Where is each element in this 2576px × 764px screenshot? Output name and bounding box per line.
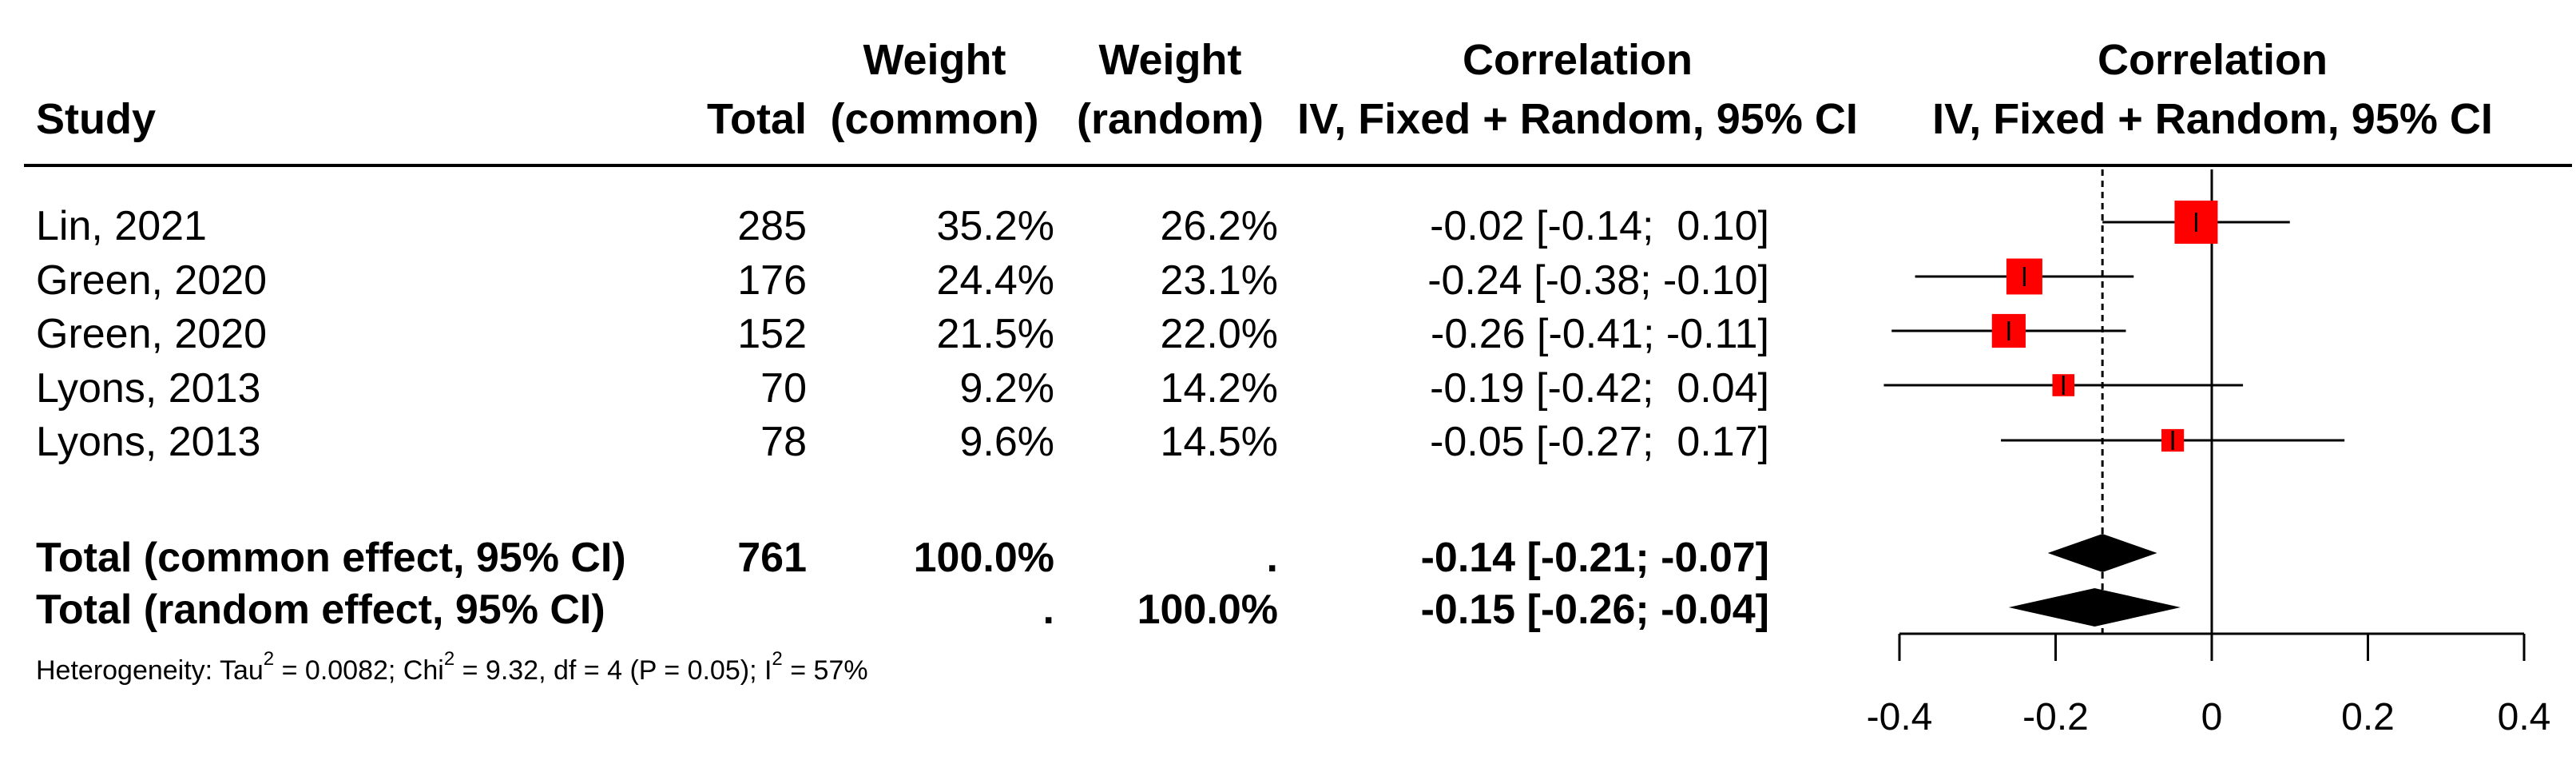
study-ci: -0.26 [-0.41; -0.11] <box>1431 311 1769 357</box>
study-weight-common: 21.5% <box>936 311 1054 357</box>
heterogeneity-prefix: Heterogeneity: Tau <box>36 655 264 686</box>
tau-value: = 0.0082; Chi <box>274 655 444 686</box>
total-label: Total (common effect, 95% CI) <box>36 535 626 581</box>
study-weight-random: 23.1% <box>1160 257 1278 304</box>
x-axis-tick-label: 0.4 <box>2498 696 2551 738</box>
tau-superscript: 2 <box>263 648 275 670</box>
header-weight-common-line1: Weight <box>863 36 1006 84</box>
total-ci: -0.14 [-0.21; -0.07] <box>1420 535 1769 581</box>
header-total: Total <box>707 95 807 143</box>
pooled-diamond-random <box>2008 588 2181 627</box>
total-weight-common: 100.0% <box>913 535 1054 581</box>
study-name: Lin, 2021 <box>36 203 207 249</box>
total-weight-random: . <box>1266 535 1278 581</box>
study-weight-random: 26.2% <box>1160 203 1278 249</box>
chi-superscript: 2 <box>443 648 455 670</box>
study-weight-random: 14.5% <box>1160 419 1278 465</box>
study-total: 78 <box>760 419 807 465</box>
header-weight-random-line1: Weight <box>1098 36 1242 84</box>
header-study: Study <box>36 95 157 143</box>
i-superscript: 2 <box>772 648 783 670</box>
study-total: 176 <box>737 257 807 304</box>
total-weight-common: . <box>1042 587 1054 633</box>
study-name: Green, 2020 <box>36 257 268 304</box>
x-axis-tick-label: 0.2 <box>2341 696 2395 738</box>
study-weight-random: 22.0% <box>1160 311 1278 357</box>
header-weight-common-line2: (common) <box>830 95 1039 143</box>
study-total: 152 <box>737 311 807 357</box>
study-total: 285 <box>737 203 807 249</box>
study-weight-common: 24.4% <box>936 257 1054 304</box>
study-weight-common: 9.6% <box>959 419 1054 465</box>
i-value: = 57% <box>782 655 868 686</box>
header-plot-line2: IV, Fixed + Random, 95% CI <box>1932 95 2493 143</box>
study-name: Lyons, 2013 <box>36 419 261 465</box>
header-divider <box>24 164 2572 167</box>
study-weight-random: 14.2% <box>1160 365 1278 412</box>
study-weight-common: 9.2% <box>959 365 1054 412</box>
study-ci: -0.19 [-0.42; 0.04] <box>1430 365 1769 412</box>
pooled-diamond-common <box>2047 534 2157 572</box>
study-name: Green, 2020 <box>36 311 268 357</box>
study-name: Lyons, 2013 <box>36 365 261 412</box>
header-correlation-line2: IV, Fixed + Random, 95% CI <box>1297 95 1858 143</box>
x-axis-tick-label: -0.4 <box>1867 696 1933 738</box>
heterogeneity-stats: Heterogeneity: Tau2 = 0.0082; Chi2 = 9.3… <box>36 650 868 686</box>
header-plot-line1: Correlation <box>2097 36 2328 84</box>
chi-value: = 9.32, df = 4 (P = 0.05); I <box>454 655 772 686</box>
study-total: 70 <box>760 365 807 412</box>
study-ci: -0.24 [-0.38; -0.10] <box>1427 257 1769 304</box>
study-weight-common: 35.2% <box>936 203 1054 249</box>
total-weight-random: 100.0% <box>1137 587 1278 633</box>
x-axis-tick-label: 0 <box>2201 696 2223 738</box>
header-correlation-line1: Correlation <box>1462 36 1693 84</box>
x-axis-tick-label: -0.2 <box>2022 696 2089 738</box>
total-ci: -0.15 [-0.26; -0.04] <box>1420 587 1769 633</box>
total-n: 761 <box>737 535 807 581</box>
header-weight-random-line2: (random) <box>1077 95 1264 143</box>
study-ci: -0.05 [-0.27; 0.17] <box>1430 419 1769 465</box>
total-label: Total (random effect, 95% CI) <box>36 587 605 633</box>
study-ci: -0.02 [-0.14; 0.10] <box>1430 203 1769 249</box>
